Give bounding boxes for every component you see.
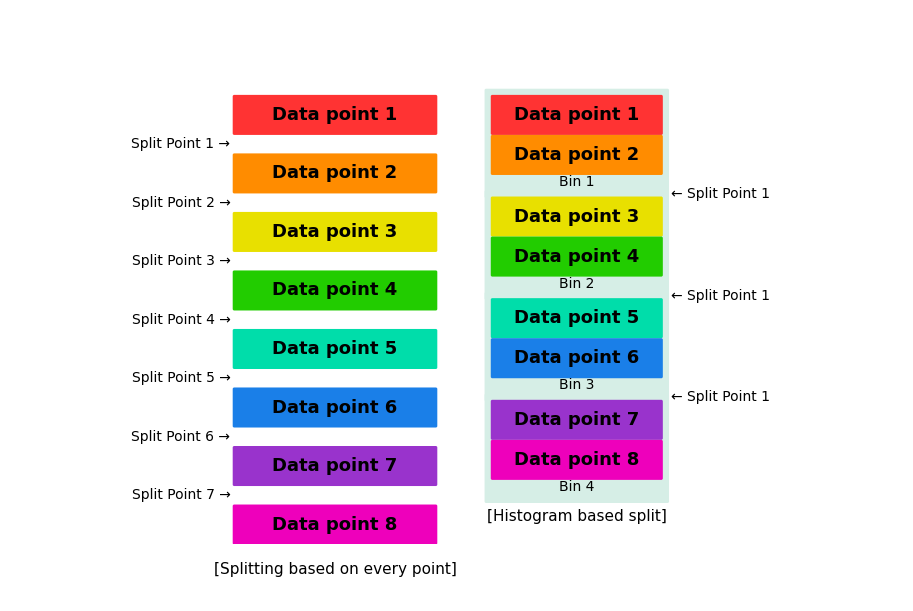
FancyBboxPatch shape (233, 505, 437, 544)
Text: Split Point 4 →: Split Point 4 → (131, 313, 230, 327)
Text: Split Point 3 →: Split Point 3 → (131, 254, 230, 268)
Text: ← Split Point 1: ← Split Point 1 (671, 187, 771, 201)
FancyBboxPatch shape (491, 236, 663, 277)
FancyBboxPatch shape (233, 446, 437, 486)
FancyBboxPatch shape (485, 191, 669, 300)
FancyBboxPatch shape (491, 400, 663, 440)
Text: Bin 3: Bin 3 (559, 378, 594, 392)
Text: Split Point 1 →: Split Point 1 → (131, 137, 230, 151)
Text: Data point 6: Data point 6 (514, 349, 639, 367)
Text: Data point 7: Data point 7 (272, 457, 398, 475)
FancyBboxPatch shape (233, 387, 437, 428)
Text: Data point 4: Data point 4 (272, 282, 398, 299)
FancyBboxPatch shape (485, 292, 669, 401)
Text: Data point 5: Data point 5 (272, 340, 398, 358)
Text: Data point 6: Data point 6 (272, 398, 398, 417)
Text: Data point 3: Data point 3 (514, 208, 639, 225)
Text: Data point 3: Data point 3 (272, 223, 398, 241)
Text: [Histogram based split]: [Histogram based split] (487, 509, 666, 524)
Text: Data point 8: Data point 8 (514, 451, 639, 469)
Text: Split Point 7 →: Split Point 7 → (131, 488, 230, 502)
Text: ← Split Point 1: ← Split Point 1 (671, 289, 771, 303)
Text: Split Point 6 →: Split Point 6 → (131, 430, 230, 444)
FancyBboxPatch shape (491, 135, 663, 175)
FancyBboxPatch shape (491, 440, 663, 480)
Text: Data point 1: Data point 1 (272, 106, 398, 124)
Text: Data point 5: Data point 5 (514, 309, 639, 327)
Text: Bin 2: Bin 2 (559, 277, 594, 290)
Text: Data point 1: Data point 1 (514, 106, 639, 124)
Text: Bin 4: Bin 4 (559, 480, 594, 494)
Text: Bin 1: Bin 1 (559, 175, 594, 189)
FancyBboxPatch shape (233, 329, 437, 369)
FancyBboxPatch shape (233, 271, 437, 310)
FancyBboxPatch shape (485, 393, 669, 503)
Text: Data point 8: Data point 8 (272, 516, 398, 533)
FancyBboxPatch shape (491, 197, 663, 236)
FancyBboxPatch shape (491, 298, 663, 338)
FancyBboxPatch shape (233, 212, 437, 252)
FancyBboxPatch shape (491, 95, 663, 135)
Text: [Splitting based on every point]: [Splitting based on every point] (214, 562, 456, 577)
FancyBboxPatch shape (485, 89, 669, 198)
Text: ← Split Point 1: ← Split Point 1 (671, 390, 771, 404)
Text: Data point 2: Data point 2 (514, 146, 639, 164)
FancyBboxPatch shape (233, 153, 437, 194)
FancyBboxPatch shape (233, 95, 437, 135)
Text: Data point 4: Data point 4 (514, 247, 639, 266)
Text: Data point 7: Data point 7 (514, 411, 639, 429)
FancyBboxPatch shape (491, 338, 663, 378)
Text: Split Point 2 →: Split Point 2 → (131, 196, 230, 210)
Text: Split Point 5 →: Split Point 5 → (131, 371, 230, 386)
Text: Data point 2: Data point 2 (272, 164, 398, 183)
